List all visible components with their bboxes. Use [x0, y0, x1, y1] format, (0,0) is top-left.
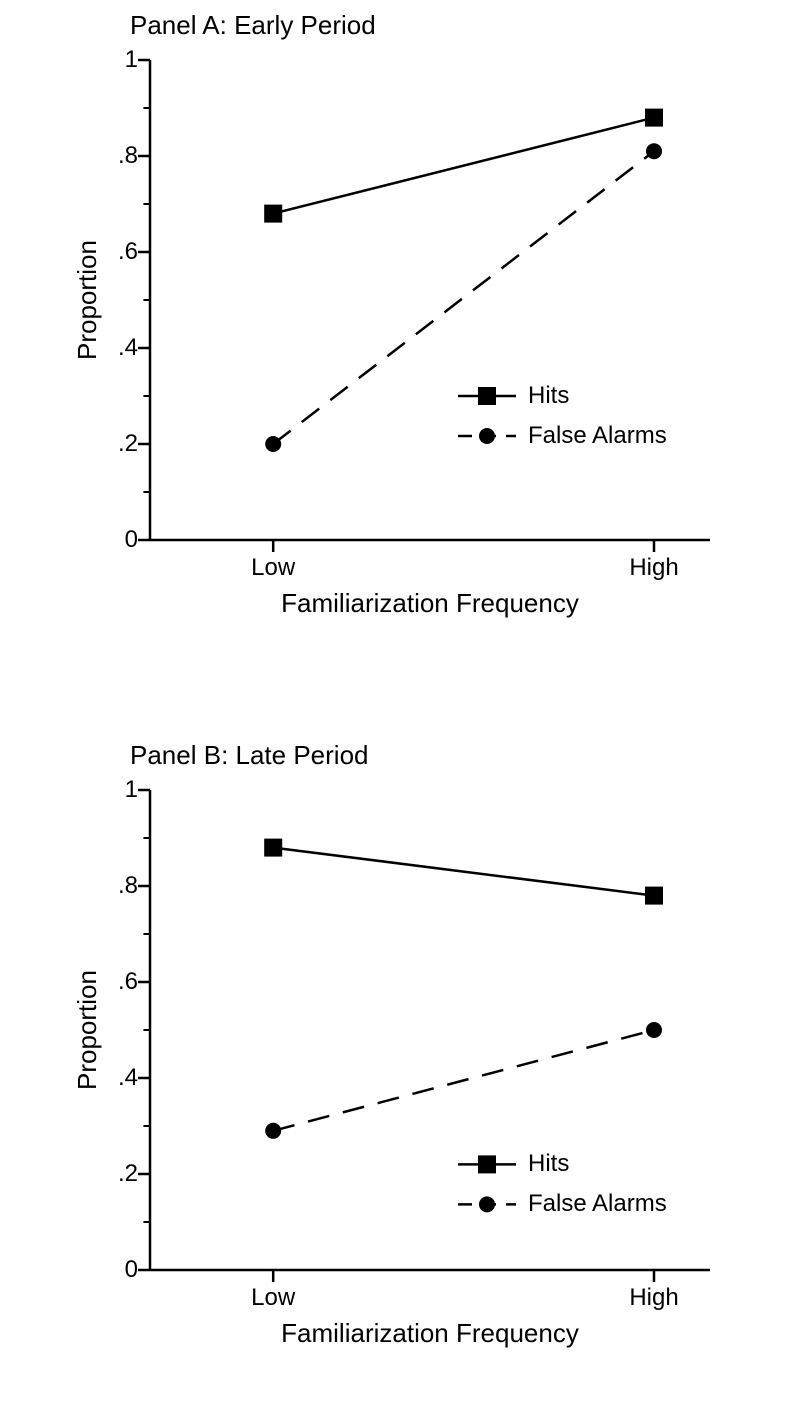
- y-tick-label: 0: [100, 526, 138, 554]
- y-tick-label: 1: [100, 46, 138, 74]
- panelB: Panel B: Late Period 0 .2 .4 .6 .8 1 Low High Hit…: [40, 740, 760, 1400]
- panelB-xlabel: Familiarization Frequency: [150, 1318, 710, 1349]
- marker-square: [645, 109, 663, 127]
- x-tick-label: High: [614, 554, 694, 582]
- y-tick-label: .6: [100, 238, 138, 266]
- panelA-plot: [130, 40, 730, 560]
- panelA-ylabel: Proportion: [72, 240, 103, 360]
- y-tick-label: 1: [100, 776, 138, 804]
- marker-circle: [265, 1123, 281, 1139]
- legend-marker-circle: [479, 428, 495, 444]
- marker-square: [264, 205, 282, 223]
- series-line-hits: [273, 118, 654, 214]
- legend-marker-square: [478, 387, 496, 405]
- y-tick-label: .8: [100, 872, 138, 900]
- marker-square: [645, 887, 663, 905]
- marker-circle: [646, 143, 662, 159]
- marker-circle: [265, 436, 281, 452]
- panelA-xlabel: Familiarization Frequency: [150, 588, 710, 619]
- y-tick-label: .8: [100, 142, 138, 170]
- legend-label: Hits: [528, 1150, 569, 1178]
- x-tick-label: High: [614, 1284, 694, 1312]
- series-line-false-alarms: [273, 1030, 654, 1131]
- y-tick-label: .4: [100, 334, 138, 362]
- panelA: Panel A: Early Period 0 .2 .4 .6 .8 1 Low High Hi…: [40, 10, 760, 670]
- y-tick-label: .4: [100, 1064, 138, 1092]
- series-line-false-alarms: [273, 151, 654, 444]
- legend-label: False Alarms: [528, 422, 667, 450]
- y-tick-label: .6: [100, 968, 138, 996]
- panelA-title: Panel A: Early Period: [130, 10, 376, 41]
- y-tick-label: .2: [100, 1160, 138, 1188]
- legend-label: False Alarms: [528, 1190, 667, 1218]
- panelB-title: Panel B: Late Period: [130, 740, 369, 771]
- marker-square: [264, 839, 282, 857]
- legend-marker-square: [478, 1155, 496, 1173]
- marker-circle: [646, 1022, 662, 1038]
- panelB-ylabel: Proportion: [72, 970, 103, 1090]
- x-tick-label: Low: [233, 1284, 313, 1312]
- x-tick-label: Low: [233, 554, 313, 582]
- y-tick-label: 0: [100, 1256, 138, 1284]
- y-tick-label: .2: [100, 430, 138, 458]
- legend-marker-circle: [479, 1196, 495, 1212]
- legend-label: Hits: [528, 382, 569, 410]
- series-line-hits: [273, 848, 654, 896]
